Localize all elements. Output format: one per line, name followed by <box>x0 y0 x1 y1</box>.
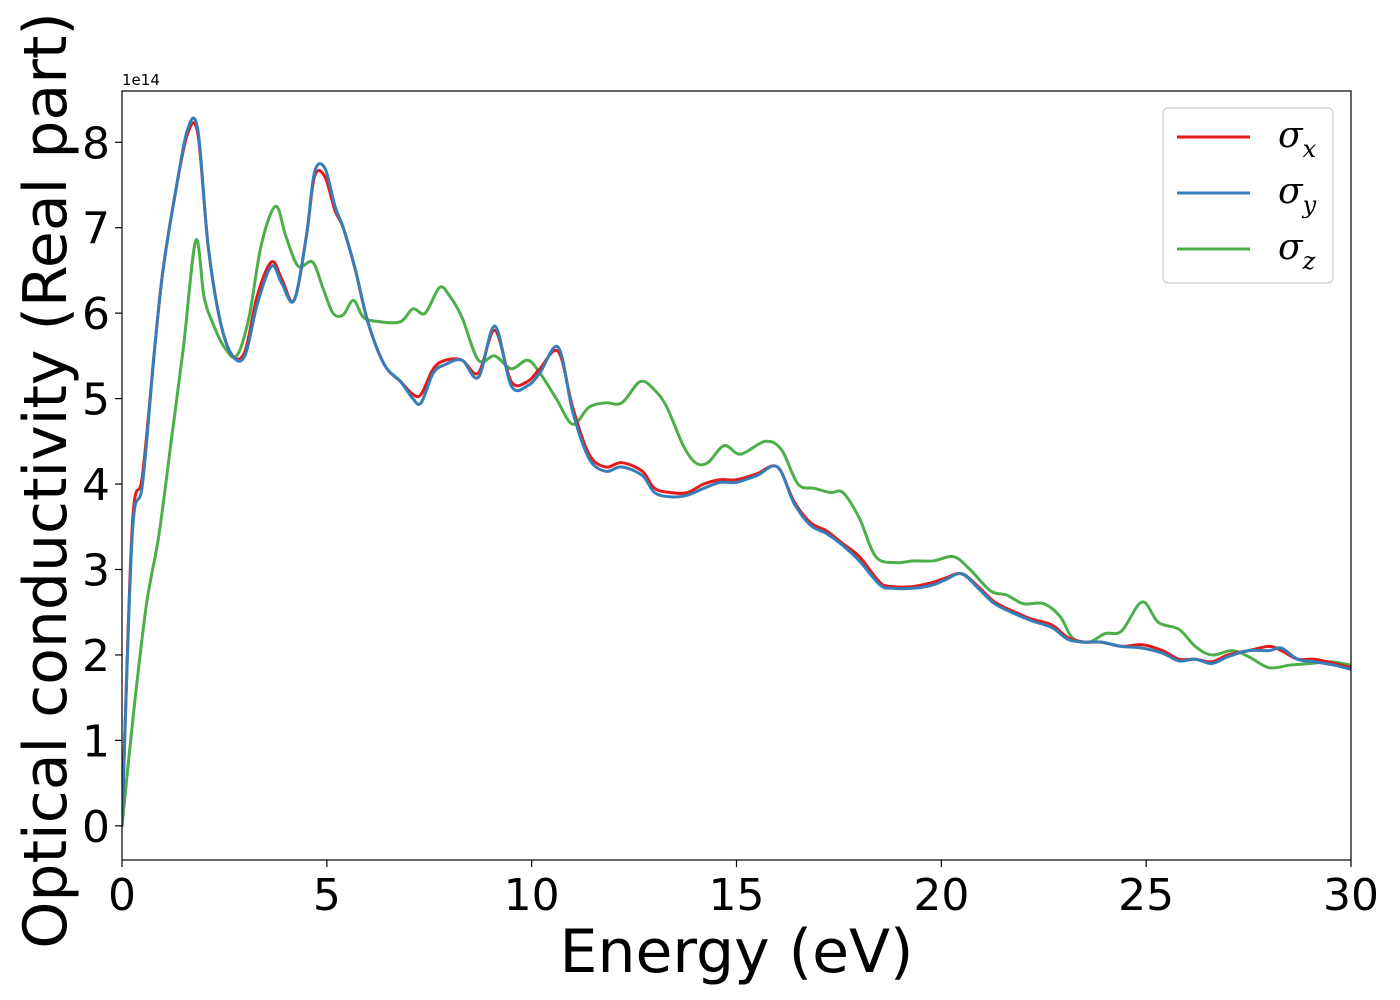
x-tick-label: 25 <box>1118 870 1174 921</box>
y-tick-label: 3 <box>82 545 110 596</box>
x-tick-label: 30 <box>1323 870 1379 921</box>
legend-subscript: y <box>1302 191 1317 219</box>
legend-label-y: σy <box>1278 171 1317 219</box>
y-axis-title: Optical conductivity (Real part) <box>11 12 81 949</box>
y-tick-label: 5 <box>82 375 110 426</box>
series-line-z <box>122 204 1351 828</box>
y-axis: 0 1 2 3 4 5 6 7 8 <box>82 118 122 853</box>
legend-symbol: σ <box>1278 227 1304 268</box>
x-tick-label: 5 <box>313 870 341 921</box>
x-tick-label: 0 <box>108 870 136 921</box>
plot-area <box>122 116 1351 828</box>
y-tick-label: 4 <box>82 460 110 511</box>
legend-label-z: σz <box>1278 227 1316 275</box>
legend-subscript: z <box>1302 247 1316 275</box>
legend-label-x: σx <box>1278 115 1317 163</box>
y-tick-label: 6 <box>82 289 110 340</box>
x-tick-label: 10 <box>504 870 560 921</box>
x-axis-title: Energy (eV) <box>560 917 914 987</box>
legend-symbol: σ <box>1278 171 1304 212</box>
y-tick-label: 7 <box>82 204 110 255</box>
x-tick-label: 20 <box>913 870 969 921</box>
y-tick-label: 8 <box>82 118 110 169</box>
y-offset-label: 1e14 <box>122 71 160 89</box>
plot-frame <box>121 90 1352 861</box>
y-tick-label: 0 <box>82 802 110 853</box>
x-axis: 0 5 10 15 20 25 30 <box>108 860 1379 921</box>
x-tick-label: 15 <box>709 870 765 921</box>
y-tick-label: 1 <box>82 716 110 767</box>
legend-symbol: σ <box>1278 115 1304 156</box>
series-line-y <box>122 116 1351 828</box>
legend-subscript: x <box>1303 135 1317 163</box>
y-tick-label: 2 <box>82 631 110 682</box>
legend-frame <box>1162 107 1334 284</box>
